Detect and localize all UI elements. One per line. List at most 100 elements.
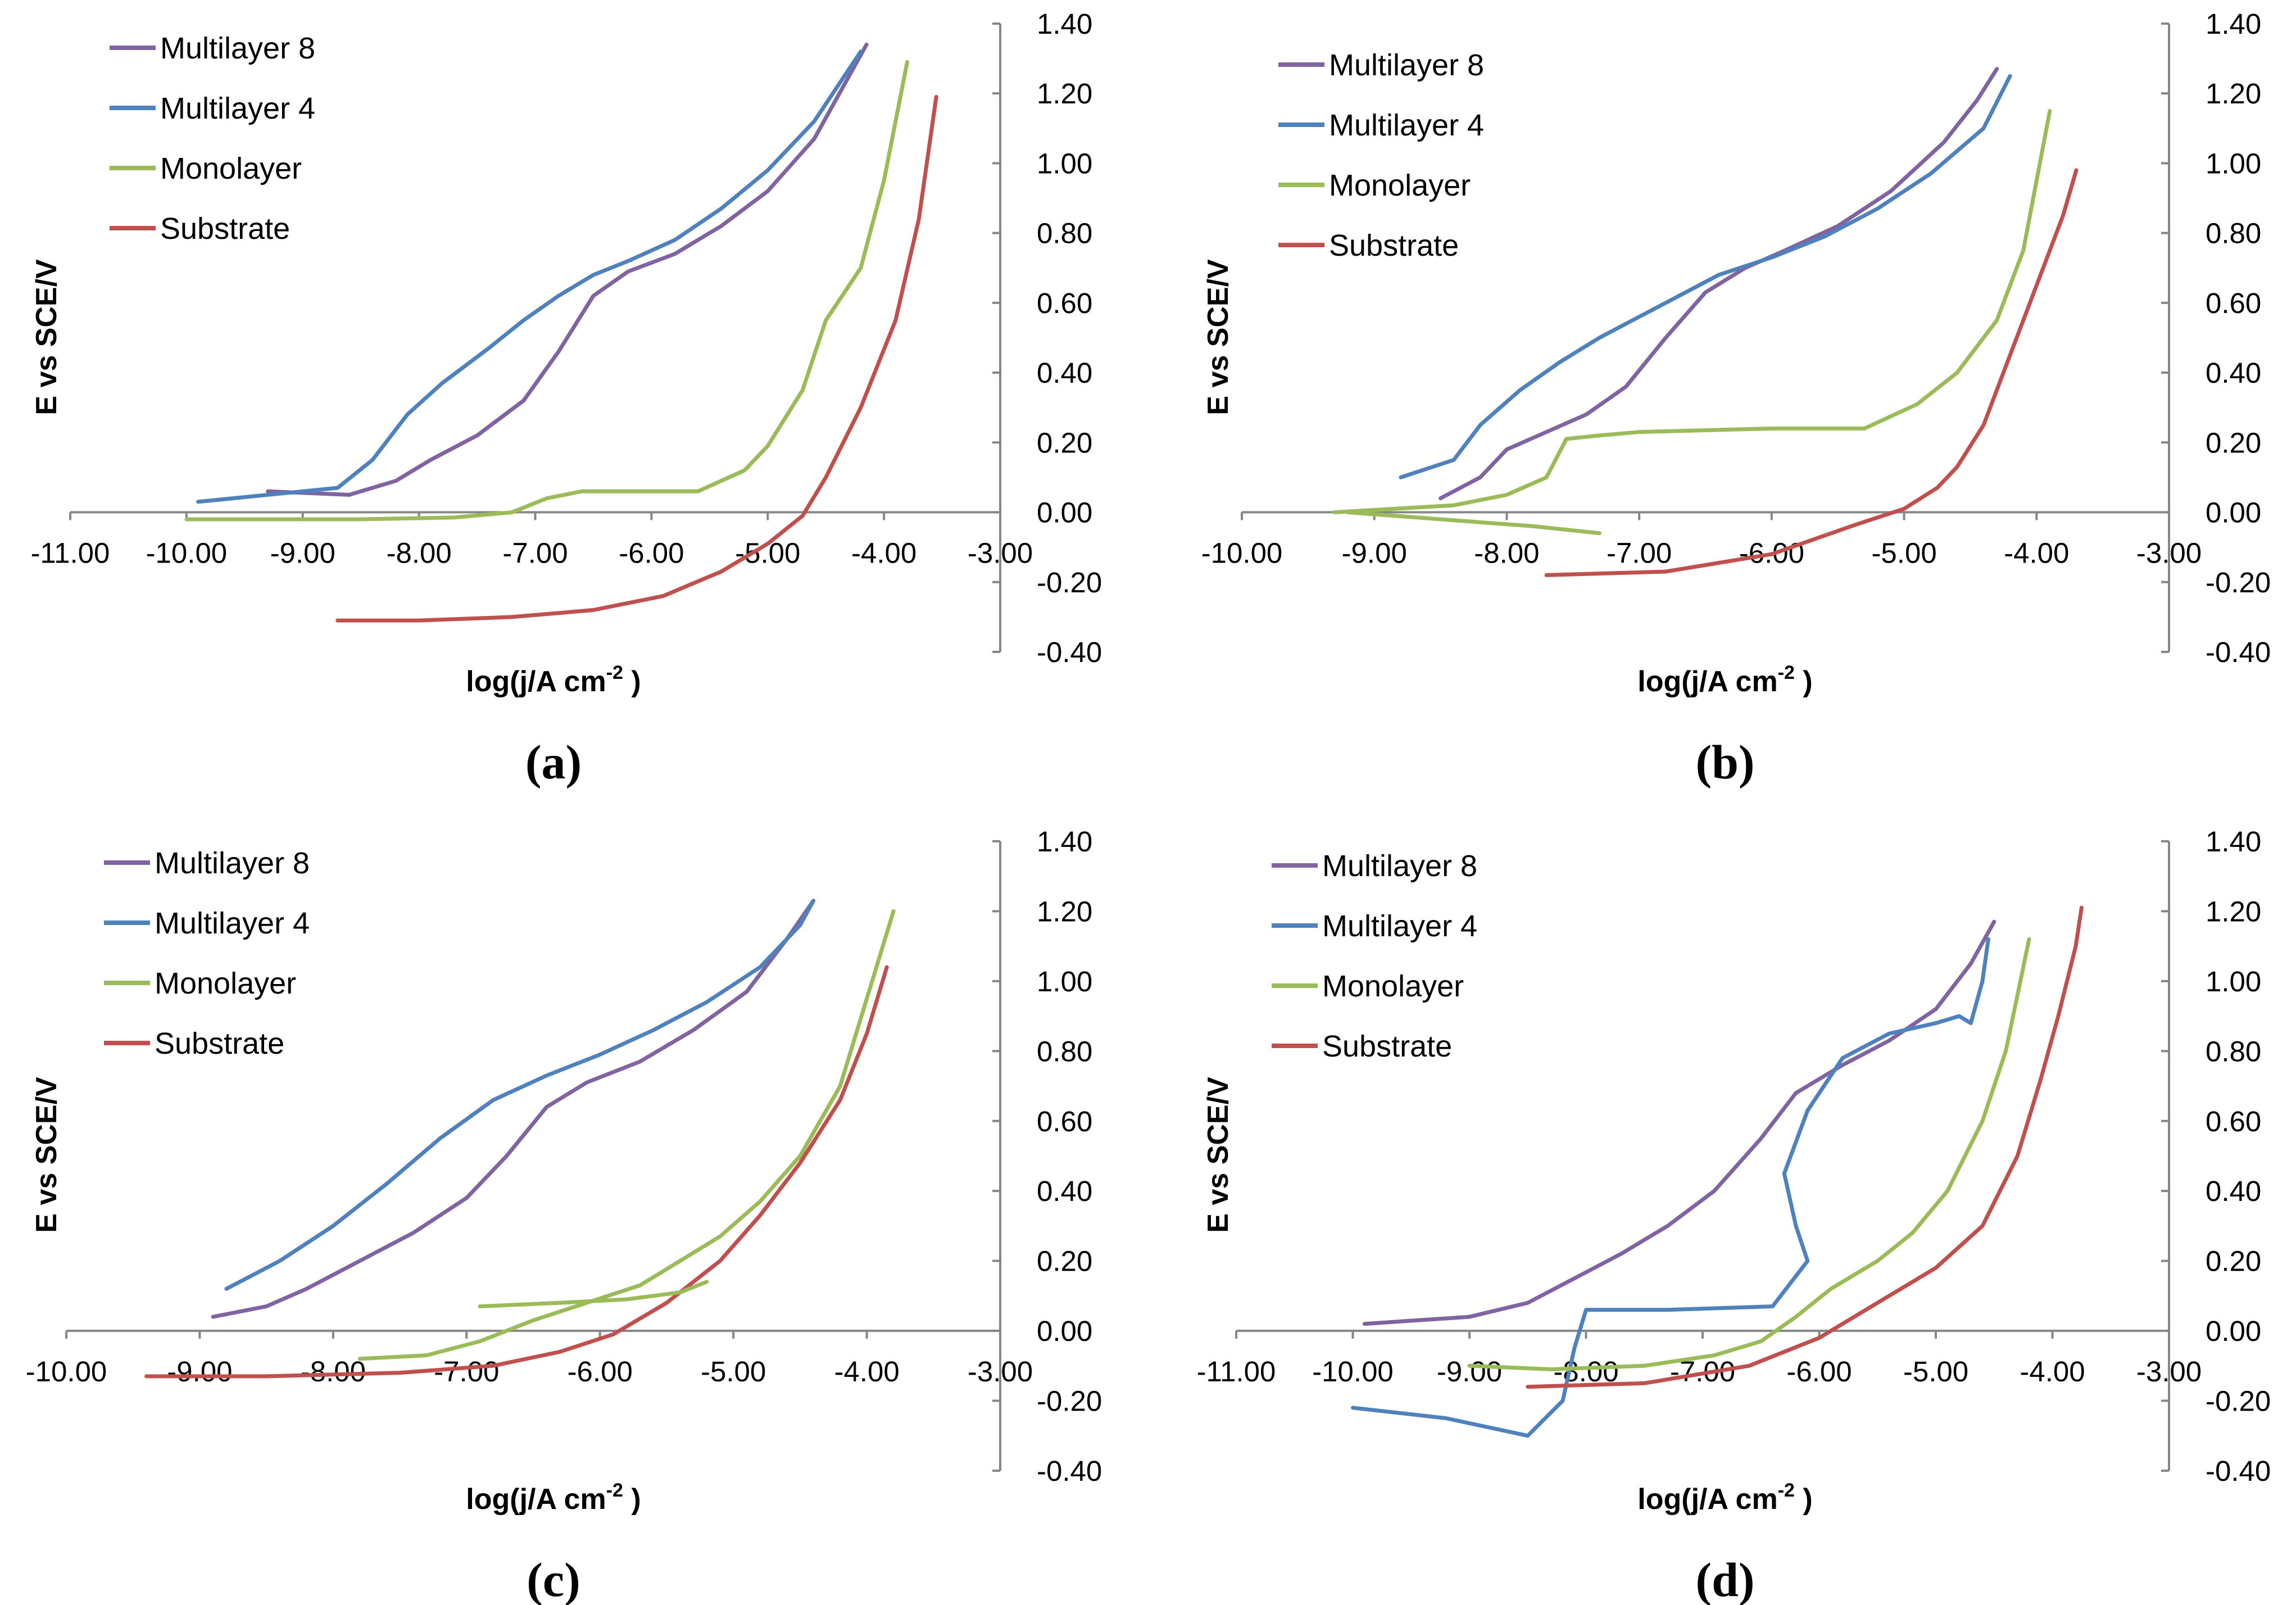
legend: Multilayer 8 Multilayer 4 Monolayer Substra… xyxy=(1278,48,1484,262)
y-tick-label: 0.00 xyxy=(2206,1315,2261,1347)
x-axis-label-end: ) xyxy=(623,665,641,698)
y-tick-label: 1.40 xyxy=(1037,8,1092,40)
x-tick-label: -6.00 xyxy=(1786,1355,1852,1388)
panel-label: (b) xyxy=(1695,735,1754,789)
y-tick-label: 0.80 xyxy=(2206,217,2261,250)
x-axis-label-end: ) xyxy=(1795,1483,1813,1516)
x-tick-label: -8.00 xyxy=(1474,537,1539,569)
x-tick-label: -5.00 xyxy=(701,1355,766,1388)
x-axis-label-main: log(j/A cm xyxy=(1637,665,1777,698)
y-axis-label: E vs SCE/V xyxy=(1202,259,1235,415)
y-axis-label: E vs SCE/V xyxy=(30,259,63,415)
legend-label-multilayer-8: Multilayer 8 xyxy=(1329,48,1484,82)
x-tick-label: -7.00 xyxy=(434,1355,499,1388)
x-tick-label: -5.00 xyxy=(1903,1355,1968,1388)
x-tick-label: -10.00 xyxy=(1312,1355,1394,1388)
y-tick-label: 1.00 xyxy=(2206,965,2261,998)
legend-label-multilayer-8: Multilayer 8 xyxy=(155,846,310,880)
y-tick-label: 1.00 xyxy=(2206,147,2261,179)
x-tick-label: -8.00 xyxy=(387,537,452,569)
panel-label: (a) xyxy=(525,735,582,789)
panel-a: -11.00 -10.00 -9.00 -8.00 -7.00 -6.00 -5.00 -4.… xyxy=(30,8,1102,789)
x-tick-label: -3.00 xyxy=(968,537,1033,569)
y-tick-label: 1.40 xyxy=(2206,8,2261,40)
legend: Multilayer 8 Multilayer 4 Monolayer Substra… xyxy=(1272,849,1477,1063)
x-axis-label-superscript: -2 xyxy=(606,1480,623,1501)
series-line-multilayer-4 xyxy=(196,49,863,504)
x-tick-label: -4.00 xyxy=(851,537,916,569)
series-line-multilayer-4 xyxy=(224,899,816,1291)
series-line-monolayer xyxy=(1332,108,2052,515)
x-tick-label: -9.00 xyxy=(167,1355,232,1388)
y-tick-label: -0.40 xyxy=(1037,636,1102,668)
panel-c: -10.00 -9.00 -8.00 -7.00 -6.00 -5.00 -4.00 -3.0… xyxy=(26,826,1102,1605)
y-tick-label: 0.20 xyxy=(1037,1245,1092,1277)
x-axis-label-superscript: -2 xyxy=(606,662,623,683)
y-tick-label: 0.40 xyxy=(1037,357,1092,389)
x-axis-label-superscript: -2 xyxy=(1778,662,1795,683)
y-tick-label: 0.60 xyxy=(2206,1105,2261,1137)
x-tick-label: -4.00 xyxy=(2020,1355,2085,1388)
y-tick-label: 0.00 xyxy=(1037,497,1092,529)
x-tick-label: -10.00 xyxy=(146,537,228,569)
x-tick-label: -4.00 xyxy=(2004,537,2069,569)
series-line-substrate xyxy=(1544,168,2079,577)
x-tick-label: -9.00 xyxy=(270,537,335,569)
x-tick-label: -7.00 xyxy=(502,537,568,569)
x-tick-label: -3.00 xyxy=(968,1355,1033,1388)
y-tick-label: 1.20 xyxy=(2206,78,2261,110)
legend-label-substrate: Substrate xyxy=(1322,1030,1452,1063)
legend-label-multilayer-4: Multilayer 4 xyxy=(160,92,315,125)
x-axis-label-end: ) xyxy=(1795,665,1813,698)
y-tick-label: 0.20 xyxy=(2206,1245,2261,1277)
x-axis-label-main: log(j/A cm xyxy=(466,1483,606,1516)
series-line-substrate xyxy=(144,965,889,1379)
legend-label-multilayer-8: Multilayer 8 xyxy=(160,31,315,65)
y-tick-label: 0.40 xyxy=(1037,1175,1092,1207)
y-tick-label: 1.00 xyxy=(1037,965,1092,998)
legend-label-multilayer-4: Multilayer 4 xyxy=(1329,108,1484,142)
x-tick-label: -6.00 xyxy=(619,537,684,569)
x-axis-label: log(j/A cm-2 ) xyxy=(466,662,641,698)
y-tick-label: 0.60 xyxy=(1037,1105,1092,1137)
x-tick-label: -6.00 xyxy=(568,1355,633,1388)
legend-label-multilayer-4: Multilayer 4 xyxy=(1322,909,1477,943)
x-tick-label: -3.00 xyxy=(2136,1355,2202,1388)
x-axis-label: log(j/A cm-2 ) xyxy=(466,1480,641,1516)
x-axis-label: log(j/A cm-2 ) xyxy=(1637,1480,1812,1516)
y-tick-label: 0.00 xyxy=(2206,497,2261,529)
legend-label-monolayer: Monolayer xyxy=(155,967,296,1000)
legend-label-monolayer: Monolayer xyxy=(1329,169,1471,202)
x-axis-label-end: ) xyxy=(623,1483,641,1516)
x-tick-label: -7.00 xyxy=(1607,537,1672,569)
x-axis-label-main: log(j/A cm xyxy=(1637,1483,1777,1516)
y-tick-label: -0.20 xyxy=(2206,1385,2271,1417)
series-line-multilayer-8 xyxy=(211,899,816,1319)
y-tick-label: 0.40 xyxy=(2206,1175,2261,1207)
x-tick-label: -9.00 xyxy=(1437,1355,1502,1388)
y-tick-label: 0.20 xyxy=(2206,427,2261,459)
legend: Multilayer 8 Multilayer 4 Monolayer Substra… xyxy=(104,846,310,1060)
y-tick-label: 1.40 xyxy=(1037,826,1092,858)
series-line-multilayer-8 xyxy=(1439,67,1999,501)
series-line-monolayer xyxy=(1346,510,1601,536)
y-tick-label: 1.20 xyxy=(1037,78,1092,110)
x-tick-label: -10.00 xyxy=(26,1355,107,1388)
y-tick-label: 1.40 xyxy=(2206,826,2261,858)
series-line-substrate xyxy=(1526,905,2084,1389)
y-tick-label: -0.40 xyxy=(1037,1455,1102,1487)
y-tick-label: -0.40 xyxy=(2206,636,2271,668)
y-tick-label: 1.00 xyxy=(1037,147,1092,179)
y-tick-label: -0.20 xyxy=(2206,566,2271,599)
y-tick-label: 1.20 xyxy=(2206,895,2261,927)
x-tick-label: -9.00 xyxy=(1342,537,1407,569)
y-tick-label: 0.00 xyxy=(1037,1315,1092,1347)
y-axis-label: E vs SCE/V xyxy=(30,1077,63,1233)
x-tick-label: -11.00 xyxy=(1197,1355,1276,1388)
x-tick-label: -10.00 xyxy=(1201,537,1283,569)
legend-label-substrate: Substrate xyxy=(1329,229,1459,262)
x-tick-label: -4.00 xyxy=(834,1355,899,1388)
y-tick-label: -0.20 xyxy=(1037,1385,1102,1417)
x-axis-label: log(j/A cm-2 ) xyxy=(1637,662,1812,698)
